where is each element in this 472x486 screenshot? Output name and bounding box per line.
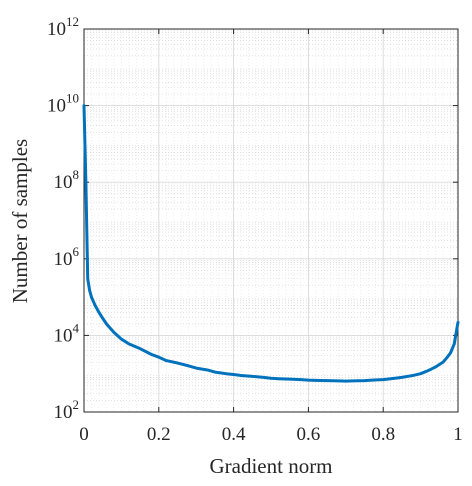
minor-grid (84, 29, 458, 412)
y-tick-label: 108 (54, 167, 80, 193)
x-axis-label: Gradient norm (209, 454, 332, 478)
x-tick-labels: 0 0.2 0.4 0.6 0.8 1 (79, 424, 463, 445)
y-tick-label: 1010 (47, 91, 79, 117)
plot-frame (83, 28, 459, 413)
y-tick-label: 102 (54, 397, 80, 423)
x-tick-label: 0.4 (222, 424, 246, 445)
y-axis-label: Number of samples (8, 139, 32, 303)
x-tick-label: 0.8 (371, 424, 395, 445)
x-tick-label: 0 (79, 424, 89, 445)
x-tick-label: 1 (453, 424, 463, 445)
x-tick-label: 0.6 (297, 424, 321, 445)
y-tick-label: 104 (54, 320, 80, 346)
x-tick-label: 0.2 (147, 424, 171, 445)
y-tick-labels: 102 104 106 108 1010 1012 (47, 14, 80, 423)
series-line (82, 104, 460, 383)
y-tick-label: 1012 (47, 14, 79, 40)
series-layer (82, 104, 460, 383)
y-tick-label: 106 (54, 244, 80, 270)
